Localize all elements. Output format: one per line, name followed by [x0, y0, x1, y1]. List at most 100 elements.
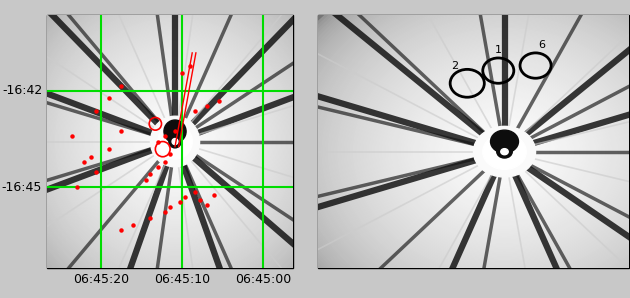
Circle shape: [60, 24, 289, 260]
Circle shape: [93, 57, 257, 226]
Circle shape: [113, 77, 238, 206]
Circle shape: [306, 0, 630, 298]
Circle shape: [158, 124, 192, 159]
Circle shape: [461, 116, 549, 188]
Circle shape: [6, 0, 344, 298]
Circle shape: [73, 36, 277, 247]
Circle shape: [63, 26, 287, 257]
Circle shape: [457, 113, 552, 190]
Circle shape: [23, 0, 327, 298]
Circle shape: [125, 90, 225, 193]
Circle shape: [130, 95, 220, 188]
Circle shape: [135, 100, 215, 183]
Circle shape: [21, 0, 329, 298]
Circle shape: [401, 67, 609, 236]
Circle shape: [496, 145, 512, 158]
Circle shape: [268, 0, 630, 298]
Text: 06:45:10: 06:45:10: [154, 273, 210, 286]
Circle shape: [1, 0, 349, 298]
Circle shape: [394, 62, 615, 241]
Circle shape: [265, 0, 630, 298]
Bar: [318, 15, 629, 268]
Circle shape: [158, 124, 192, 159]
Circle shape: [470, 123, 539, 180]
Circle shape: [103, 67, 247, 216]
Circle shape: [372, 44, 630, 260]
Bar: [47, 15, 293, 268]
Circle shape: [344, 21, 630, 283]
Circle shape: [0, 0, 352, 298]
Circle shape: [404, 70, 605, 234]
Circle shape: [81, 44, 270, 239]
Circle shape: [123, 88, 227, 195]
Circle shape: [420, 83, 590, 221]
Circle shape: [495, 144, 514, 159]
Circle shape: [284, 0, 630, 298]
Circle shape: [120, 85, 230, 198]
Circle shape: [71, 34, 280, 249]
Circle shape: [145, 111, 205, 172]
Circle shape: [423, 85, 587, 218]
Circle shape: [445, 103, 564, 201]
Circle shape: [91, 54, 260, 229]
Circle shape: [363, 36, 630, 267]
Circle shape: [13, 0, 337, 298]
Circle shape: [491, 130, 518, 153]
Circle shape: [88, 52, 262, 231]
Circle shape: [147, 113, 202, 170]
Circle shape: [294, 0, 630, 298]
Text: a): a): [50, 18, 66, 33]
Text: 06:45:20: 06:45:20: [73, 273, 129, 286]
Circle shape: [432, 93, 577, 211]
Circle shape: [379, 49, 630, 254]
Circle shape: [110, 75, 239, 208]
Circle shape: [41, 3, 309, 280]
Circle shape: [164, 130, 186, 153]
Circle shape: [272, 0, 630, 298]
Circle shape: [95, 60, 255, 224]
Circle shape: [53, 16, 297, 267]
Circle shape: [108, 72, 242, 211]
Circle shape: [0, 0, 354, 298]
Circle shape: [322, 3, 630, 298]
Circle shape: [0, 0, 357, 298]
Circle shape: [0, 0, 372, 298]
Circle shape: [501, 149, 508, 155]
Circle shape: [316, 0, 630, 298]
Circle shape: [160, 126, 190, 157]
Circle shape: [483, 134, 527, 170]
Circle shape: [312, 0, 630, 298]
Circle shape: [303, 0, 630, 298]
Circle shape: [369, 41, 630, 262]
Circle shape: [331, 11, 630, 293]
Text: 06:45:00: 06:45:00: [236, 273, 292, 286]
Circle shape: [105, 70, 244, 213]
Circle shape: [388, 57, 621, 246]
Circle shape: [86, 49, 265, 234]
Circle shape: [448, 105, 561, 198]
Circle shape: [429, 90, 580, 213]
Circle shape: [76, 39, 275, 244]
Text: -16:45: -16:45: [2, 181, 42, 194]
Circle shape: [45, 8, 304, 275]
Circle shape: [262, 0, 630, 298]
Circle shape: [407, 72, 602, 231]
Circle shape: [16, 0, 335, 298]
Text: b): b): [321, 18, 337, 33]
Circle shape: [410, 75, 599, 229]
Circle shape: [438, 98, 571, 206]
Circle shape: [142, 108, 207, 175]
Circle shape: [83, 47, 267, 236]
Circle shape: [357, 31, 630, 272]
Circle shape: [38, 1, 312, 283]
Circle shape: [426, 88, 583, 216]
Circle shape: [385, 54, 624, 249]
Circle shape: [309, 0, 630, 298]
Circle shape: [382, 52, 627, 252]
Circle shape: [275, 0, 630, 298]
Circle shape: [319, 0, 630, 298]
Circle shape: [496, 145, 512, 158]
Circle shape: [300, 0, 630, 298]
Circle shape: [168, 134, 183, 149]
Circle shape: [169, 135, 181, 148]
